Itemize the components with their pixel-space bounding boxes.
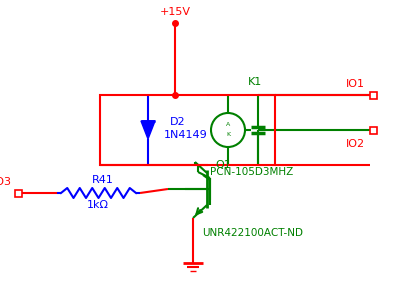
Text: IO1: IO1 — [346, 79, 365, 89]
Text: 1N4149: 1N4149 — [164, 130, 208, 140]
Bar — [100, 95, 275, 165]
Text: +15V: +15V — [160, 7, 191, 17]
Text: K1: K1 — [248, 77, 262, 87]
Text: R41: R41 — [92, 175, 114, 185]
Text: UNR422100ACT-ND: UNR422100ACT-ND — [202, 228, 303, 238]
Text: K: K — [226, 132, 230, 137]
Text: IO2: IO2 — [346, 139, 365, 149]
Text: A: A — [226, 122, 230, 128]
Bar — [370, 127, 377, 134]
Polygon shape — [141, 121, 155, 139]
Text: Q1: Q1 — [215, 160, 231, 170]
Bar — [15, 190, 22, 197]
Text: D2: D2 — [170, 117, 186, 127]
Text: 1kΩ: 1kΩ — [87, 200, 109, 210]
Text: IO3: IO3 — [0, 177, 12, 187]
Bar — [370, 92, 377, 99]
Text: PCN-105D3MHZ: PCN-105D3MHZ — [210, 167, 293, 177]
